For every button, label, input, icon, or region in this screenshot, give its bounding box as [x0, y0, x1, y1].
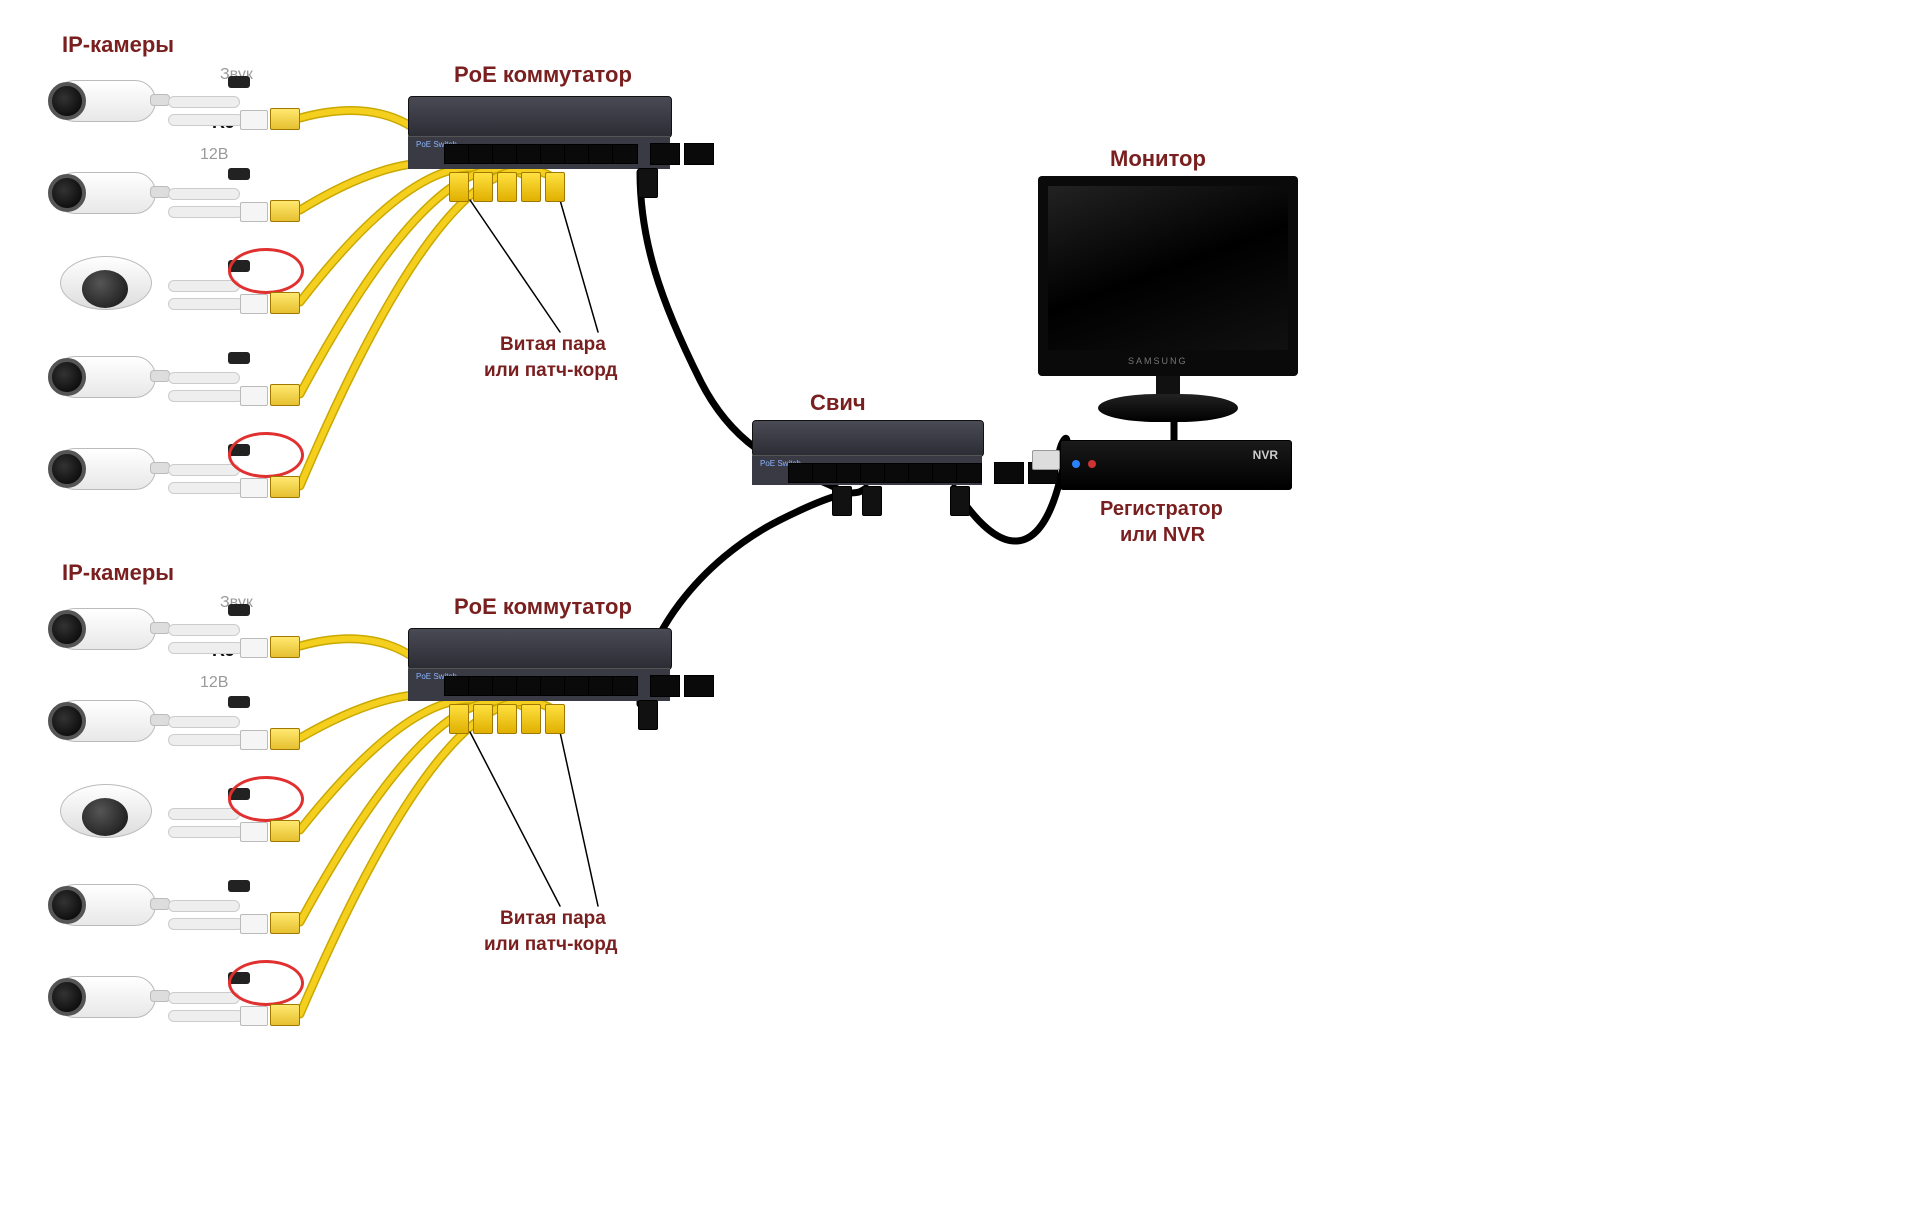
- nvr-icon: NVR: [1060, 440, 1290, 488]
- ip-camera-bullet-icon: [40, 348, 170, 408]
- rj45-plug-black-icon: [638, 168, 658, 198]
- label-nvr-2: или NVR: [1120, 524, 1205, 547]
- rj45-plug-black-icon: [638, 700, 658, 730]
- label-ip-cameras-1: IP-камеры: [62, 32, 174, 58]
- ip-camera-bullet-icon: [40, 164, 170, 224]
- rj45-plug-icon: [449, 704, 469, 734]
- rj45-connector-icon: [270, 820, 300, 842]
- label-twisted-pair-2b: или патч-корд: [484, 934, 617, 956]
- rj45-plug-icon: [497, 172, 517, 202]
- ip-camera-bullet-icon: [40, 692, 170, 752]
- ip-camera-bullet-icon: [40, 440, 170, 500]
- ip-camera-bullet-icon: [40, 72, 170, 132]
- rj45-connector-icon: [270, 384, 300, 406]
- label-12v-1: 12В: [200, 146, 228, 164]
- label-ip-cameras-2: IP-камеры: [62, 560, 174, 586]
- rj45-plug-icon: [473, 704, 493, 734]
- rj45-plug-black-icon: [950, 486, 970, 516]
- rj45-connector-icon: [270, 200, 300, 222]
- ip-camera-bullet-icon: [40, 968, 170, 1028]
- highlight-circle: [228, 248, 304, 294]
- label-twisted-pair-1b: или патч-корд: [484, 360, 617, 382]
- rj45-plug-icon: [473, 172, 493, 202]
- rj45-plug-icon: [521, 704, 541, 734]
- label-monitor: Монитор: [1110, 146, 1206, 172]
- label-switch: Свич: [810, 390, 866, 416]
- rj45-connector-icon: [270, 912, 300, 934]
- ip-camera-dome-icon: [60, 256, 160, 320]
- rj45-plug-icon: [521, 172, 541, 202]
- rj45-plug-icon: [545, 704, 565, 734]
- label-twisted-pair-2a: Витая пара: [500, 908, 606, 930]
- label-twisted-pair-1a: Витая пара: [500, 334, 606, 356]
- monitor-icon: SAMSUNG: [1038, 176, 1298, 436]
- rj45-plug-black-icon: [862, 486, 882, 516]
- label-poe-switch-1: PoE коммутатор: [454, 62, 632, 88]
- rj45-plug-icon: [449, 172, 469, 202]
- highlight-circle: [228, 776, 304, 822]
- rj45-connector-icon: [270, 636, 300, 658]
- core-switch-icon: PoE Switch: [752, 420, 982, 484]
- label-nvr-1: Регистратор: [1100, 498, 1223, 521]
- rj45-connector-icon: [270, 1004, 300, 1026]
- poe-switch-2-icon: PoE Switch: [408, 628, 670, 700]
- highlight-circle: [228, 960, 304, 1006]
- rj45-plug-icon: [497, 704, 517, 734]
- rj45-connector-icon: [1032, 450, 1060, 470]
- rj45-connector-icon: [270, 108, 300, 130]
- rj45-connector-icon: [270, 476, 300, 498]
- ip-camera-bullet-icon: [40, 876, 170, 936]
- ip-camera-bullet-icon: [40, 600, 170, 660]
- label-12v-2: 12В: [200, 674, 228, 692]
- highlight-circle: [228, 432, 304, 478]
- rj45-connector-icon: [270, 728, 300, 750]
- poe-switch-1-icon: PoE Switch: [408, 96, 670, 168]
- rj45-connector-icon: [270, 292, 300, 314]
- rj45-plug-black-icon: [832, 486, 852, 516]
- label-poe-switch-2: PoE коммутатор: [454, 594, 632, 620]
- rj45-plug-icon: [545, 172, 565, 202]
- ip-camera-dome-icon: [60, 784, 160, 848]
